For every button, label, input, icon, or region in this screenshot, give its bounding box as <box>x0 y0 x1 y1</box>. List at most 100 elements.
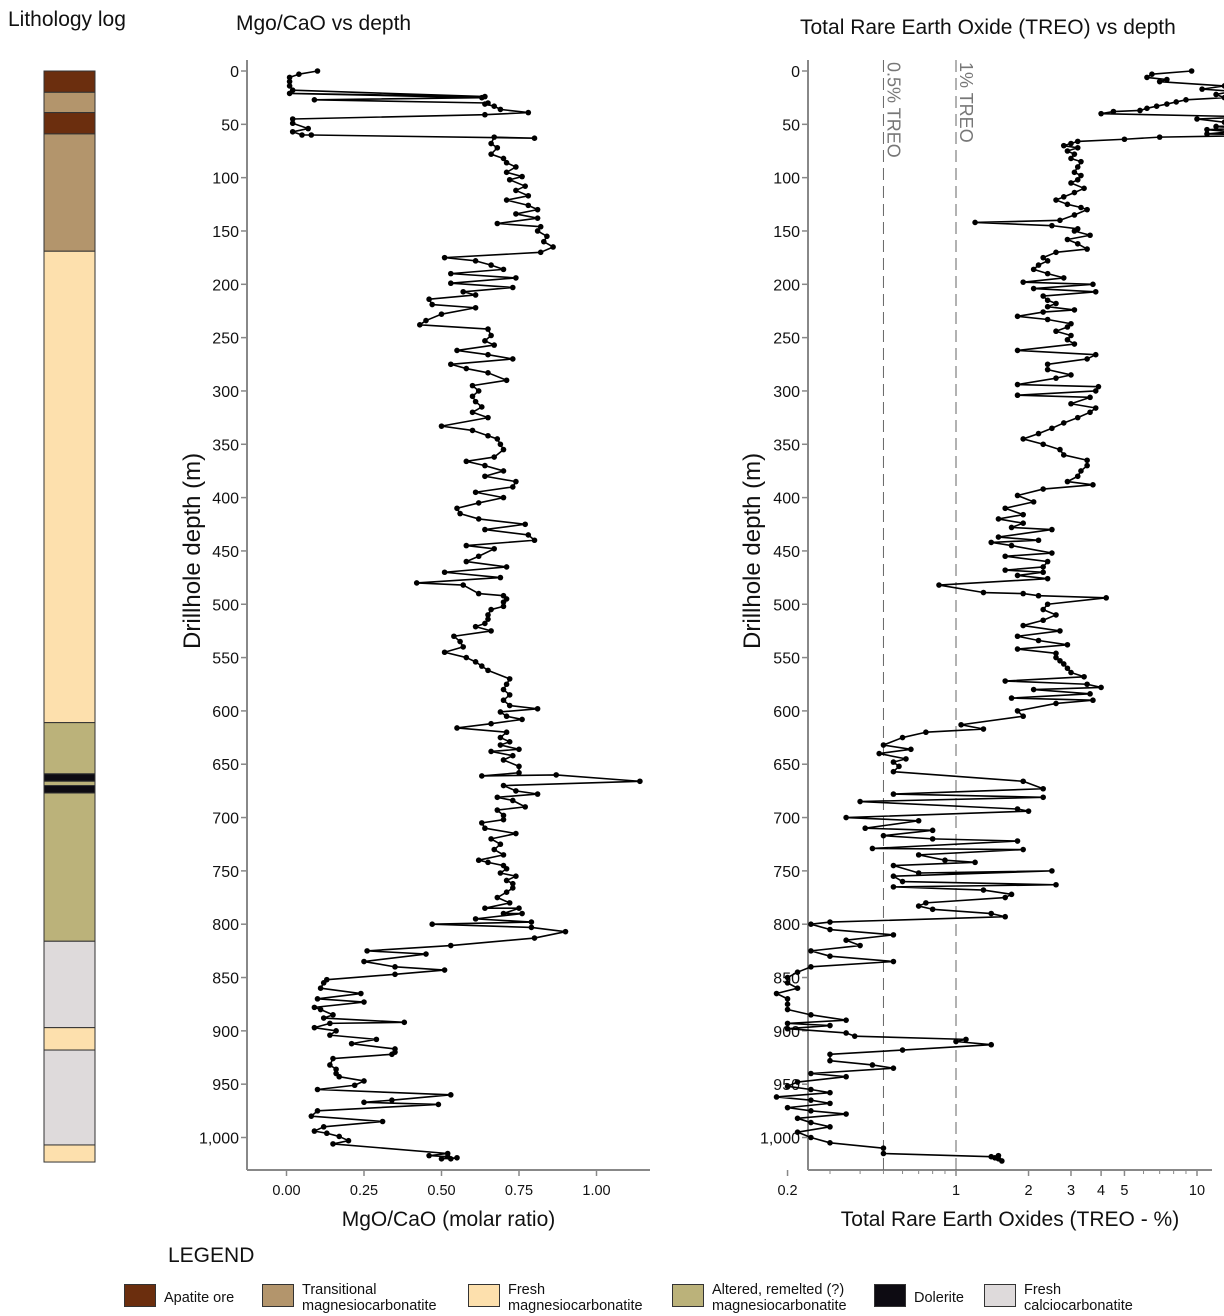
data-point <box>843 1017 849 1023</box>
data-point <box>999 1158 1005 1164</box>
data-point <box>460 644 467 650</box>
data-point <box>808 1070 814 1077</box>
data-point <box>491 454 498 460</box>
y-tick-label: 550 <box>773 651 800 668</box>
data-point <box>1030 686 1037 693</box>
data-point <box>1040 785 1046 792</box>
data-point <box>1084 457 1090 464</box>
data-point <box>472 304 479 311</box>
data-point <box>510 880 516 887</box>
data-point <box>1014 838 1021 844</box>
y-tick-label: 800 <box>773 917 800 934</box>
data-point <box>988 539 995 546</box>
data-point <box>869 845 876 852</box>
data-point <box>513 478 519 485</box>
data-point <box>1008 524 1015 531</box>
data-point <box>389 1051 395 1058</box>
data-point <box>843 1030 849 1036</box>
data-point <box>808 1097 814 1103</box>
data-point <box>773 1094 780 1100</box>
data-point <box>1064 641 1071 648</box>
data-point <box>345 1137 352 1144</box>
data-point <box>1221 119 1224 125</box>
data-point <box>1020 778 1026 785</box>
y-tick-label: 900 <box>212 1024 239 1041</box>
data-point <box>494 794 501 801</box>
data-point <box>1090 281 1096 288</box>
data-point <box>1020 520 1026 526</box>
data-point <box>1098 684 1104 691</box>
data-point <box>1002 678 1008 684</box>
data-point <box>500 782 507 789</box>
data-point <box>1078 172 1084 179</box>
data-point <box>1044 601 1051 608</box>
data-point <box>1156 134 1163 140</box>
data-point <box>482 825 488 832</box>
data-point <box>1060 194 1067 200</box>
data-point <box>1020 713 1026 720</box>
data-point <box>1040 794 1046 801</box>
data-point <box>1213 91 1219 98</box>
data-point <box>500 266 507 273</box>
data-point <box>1014 646 1021 652</box>
data-point <box>1092 288 1099 295</box>
data-point <box>995 534 1002 540</box>
data-point <box>475 590 482 597</box>
data-point <box>1068 332 1074 339</box>
data-point <box>827 1022 833 1029</box>
data-point <box>482 620 488 627</box>
data-point <box>506 676 513 682</box>
data-point <box>1049 550 1055 556</box>
data-point <box>1064 148 1071 154</box>
data-point <box>1078 204 1084 211</box>
data-point <box>1002 913 1008 920</box>
data-point <box>438 311 445 317</box>
lithology-interval <box>43 1144 96 1163</box>
data-point <box>479 94 485 101</box>
x-tick-label: 0.2 <box>777 1183 797 1199</box>
data-point <box>500 155 507 162</box>
data-point <box>426 296 432 303</box>
data-point <box>491 342 498 348</box>
lithology-log-column <box>43 70 96 1163</box>
data-point <box>482 111 488 118</box>
data-point <box>469 393 476 400</box>
data-point <box>1084 681 1090 688</box>
data-point <box>1074 144 1081 151</box>
data-point <box>525 532 532 538</box>
data-point <box>289 120 296 127</box>
data-point <box>1084 462 1090 469</box>
data-point <box>311 1128 318 1134</box>
data-point <box>890 958 897 965</box>
data-point <box>463 365 470 372</box>
y-tick-label: 650 <box>773 757 800 774</box>
data-point <box>1071 212 1078 218</box>
data-point <box>1194 116 1200 122</box>
series-line <box>775 70 1224 1162</box>
data-point <box>314 996 321 1002</box>
data-point <box>915 852 922 858</box>
data-point <box>843 937 849 943</box>
y-tick-label: 600 <box>773 704 800 721</box>
data-point <box>286 78 293 85</box>
data-point <box>1040 569 1046 576</box>
x-tick-label: 0.25 <box>350 1183 378 1199</box>
data-point <box>438 423 445 429</box>
data-point <box>463 654 470 661</box>
data-point <box>562 928 569 935</box>
data-point <box>441 649 448 656</box>
data-point <box>1008 695 1015 701</box>
data-point <box>485 351 491 358</box>
y-tick-label: 200 <box>773 277 800 294</box>
data-point <box>531 537 538 544</box>
data-point <box>1049 425 1055 432</box>
data-point <box>784 1006 791 1013</box>
y-tick-label: 300 <box>212 384 239 401</box>
data-point <box>784 1025 791 1032</box>
data-point <box>361 1078 367 1084</box>
data-point <box>510 885 516 891</box>
data-point <box>1074 473 1081 480</box>
data-point <box>1164 76 1170 83</box>
data-point <box>308 1113 315 1119</box>
data-point <box>773 990 780 997</box>
